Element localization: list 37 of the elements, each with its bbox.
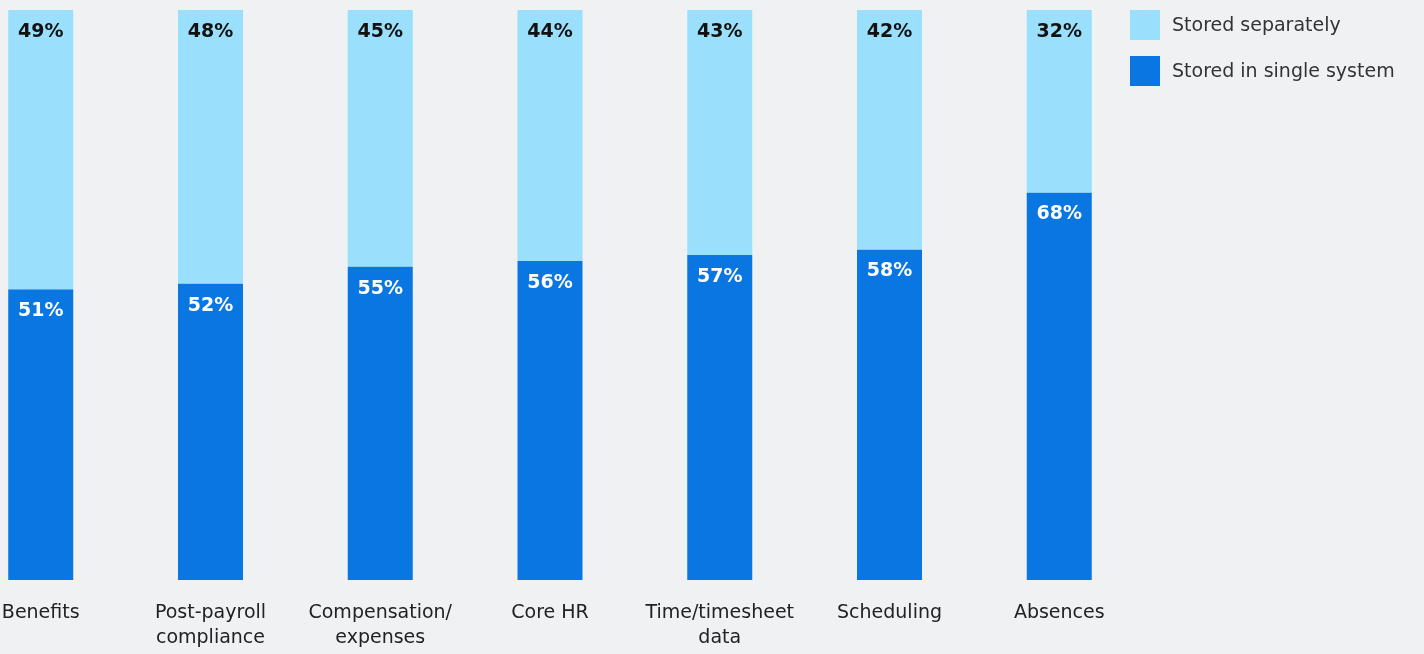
bar: [517, 10, 583, 261]
data-label: 57%: [697, 264, 743, 287]
legend-label: Stored in single system: [1172, 59, 1395, 81]
x-tick-label: Compensation/expenses: [308, 599, 453, 647]
bar: [1026, 10, 1092, 193]
x-tick-label: Post-payroll compliance: [154, 599, 267, 647]
x-tick-label: Absences: [1013, 599, 1105, 622]
bar: [177, 283, 243, 580]
bar: [347, 266, 413, 580]
x-tick-label: Scheduling: [837, 599, 943, 622]
data-label: 32%: [1036, 19, 1082, 41]
data-label: 49%: [18, 19, 64, 41]
bar: [517, 260, 583, 580]
bar: [687, 10, 753, 256]
bar: [687, 255, 753, 580]
bar: [177, 10, 243, 284]
bar: [8, 289, 74, 580]
bar: [857, 249, 923, 580]
data-label: 44%: [527, 19, 573, 41]
bar: [8, 10, 74, 290]
data-label: 45%: [357, 19, 403, 41]
x-tick-label: Benefits: [1, 599, 80, 622]
bar: [1026, 192, 1092, 580]
data-label: 68%: [1036, 201, 1082, 224]
data-label: 48%: [187, 19, 234, 41]
data-label: 56%: [527, 269, 573, 292]
data-label: 43%: [697, 19, 743, 41]
x-tick-label: Core HR: [511, 599, 589, 622]
data-label: 42%: [866, 19, 913, 41]
bar: [347, 10, 413, 267]
data-label: 58%: [866, 258, 913, 281]
data-label: 51%: [18, 298, 64, 321]
legend-label: Stored separately: [1172, 13, 1341, 35]
x-tick-label: Time/timesheet data: [644, 599, 795, 647]
bar: [857, 10, 923, 250]
data-label: 55%: [357, 275, 403, 298]
data-label: 52%: [187, 292, 234, 315]
